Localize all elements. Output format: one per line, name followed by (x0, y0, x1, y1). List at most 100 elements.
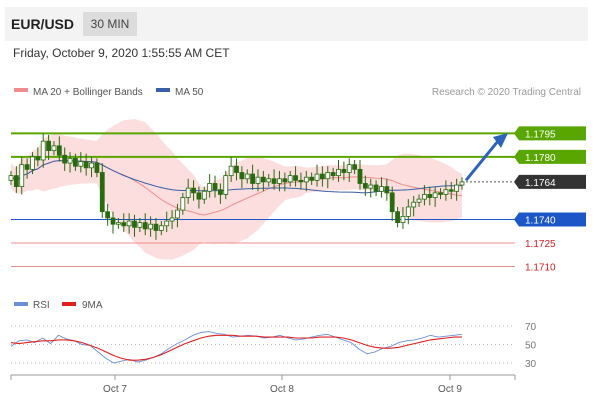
candle-body (8, 175, 14, 181)
candle-body (142, 222, 148, 230)
candle-body (244, 173, 250, 180)
candle-body (24, 164, 30, 170)
candle-body (373, 184, 379, 192)
candle-body (287, 175, 293, 183)
candle-body (454, 184, 460, 192)
candle-body (73, 157, 78, 167)
candle-body (352, 164, 358, 170)
candle-body (330, 172, 336, 177)
candle-body (51, 145, 57, 151)
timeframe-badge[interactable]: 30 MIN (83, 12, 137, 36)
legend-ma20: MA 20 + Bollinger Bands (33, 87, 143, 98)
level-tag-current (514, 174, 586, 189)
candle-body (99, 172, 105, 213)
candle-body (196, 192, 202, 200)
level-tag-resistance (514, 126, 586, 141)
candle-body (325, 172, 331, 180)
level-tag-resistance (514, 149, 586, 164)
candle-body (293, 175, 298, 181)
candle-body (298, 179, 304, 183)
candle-body (416, 198, 422, 203)
rsi-legend: RSI 9MA (14, 300, 103, 311)
candle-body (62, 154, 68, 164)
candle-body (395, 211, 400, 224)
credit-text: Research © 2020 Trading Central (432, 87, 581, 98)
level-label-support: 1.1740 (525, 216, 556, 227)
candle-body (201, 190, 207, 200)
candle-body (336, 168, 341, 177)
rsi-line (10, 331, 463, 364)
candle-body (67, 157, 73, 164)
candle-body (121, 222, 127, 227)
candle-body (35, 156, 41, 161)
candle-body (239, 172, 245, 180)
candle-body (180, 197, 186, 211)
candle-body (400, 215, 406, 224)
candle-body (46, 140, 51, 151)
candle-body (40, 140, 46, 161)
candle-body (255, 176, 261, 184)
candle-body (105, 211, 111, 219)
candle-body (432, 192, 438, 198)
legend-swatch-ma50 (156, 88, 170, 92)
candle-body (234, 165, 239, 173)
candle-body (153, 223, 159, 231)
candle-body (13, 175, 19, 187)
level-label-resistance: 1.1795 (525, 129, 556, 140)
candle-body (443, 189, 449, 195)
candle-body (217, 189, 223, 195)
candle-body (30, 156, 35, 170)
candle-body (191, 187, 196, 194)
candle-body (357, 168, 363, 184)
candle-body (126, 220, 132, 227)
candle-body (362, 183, 368, 189)
level-label-resistance: 1.1780 (525, 153, 556, 164)
candle-body (309, 176, 315, 181)
candle-body (459, 181, 465, 186)
candle-body (89, 162, 94, 169)
level-label-current: 1.1764 (525, 178, 556, 189)
candle-body (250, 173, 256, 184)
chart-header: EUR/USD 30 MIN (5, 7, 588, 41)
candle-body (185, 187, 191, 198)
main-legend: MA 20 + Bollinger Bands MA 50 Research ©… (14, 87, 581, 98)
candle-body (320, 173, 325, 180)
candle-body (212, 183, 218, 191)
candle-body (228, 165, 234, 177)
candle-body (56, 145, 62, 156)
forecast-arrow-shaft (464, 140, 500, 182)
level-label-weak: 1.1725 (525, 239, 556, 250)
level-label-weak: 1.1710 (525, 263, 556, 274)
pair-title: EUR/USD (11, 16, 75, 32)
candle-body (277, 178, 282, 184)
legend-rsi: RSI (33, 300, 50, 311)
x-tick-label: Oct 9 (438, 384, 462, 395)
candle-body (78, 161, 84, 167)
candle-body (303, 176, 309, 183)
candle-body (271, 178, 277, 184)
candle-body (169, 217, 175, 222)
candle-body (207, 183, 213, 192)
candle-body (260, 176, 266, 183)
candle-body (110, 217, 116, 225)
rsi-9ma-line (10, 334, 462, 361)
rsi-tick-label: 30 (525, 359, 537, 370)
candle-body (115, 222, 121, 225)
candle-body (379, 186, 384, 192)
candle-body (411, 201, 417, 208)
candle-body (282, 178, 288, 183)
rsi-tick-label: 50 (525, 341, 537, 352)
candle-body (137, 222, 143, 228)
candle-body (158, 225, 164, 231)
candle-body (148, 223, 153, 230)
candle-body (132, 220, 137, 228)
legend-swatch-9ma (62, 302, 76, 306)
forecast-arrow-head (493, 133, 508, 149)
candle-body (266, 178, 272, 183)
candle-body (368, 184, 374, 189)
level-tag-support (514, 212, 586, 227)
candle-body (223, 175, 229, 195)
candle-body (438, 192, 443, 195)
